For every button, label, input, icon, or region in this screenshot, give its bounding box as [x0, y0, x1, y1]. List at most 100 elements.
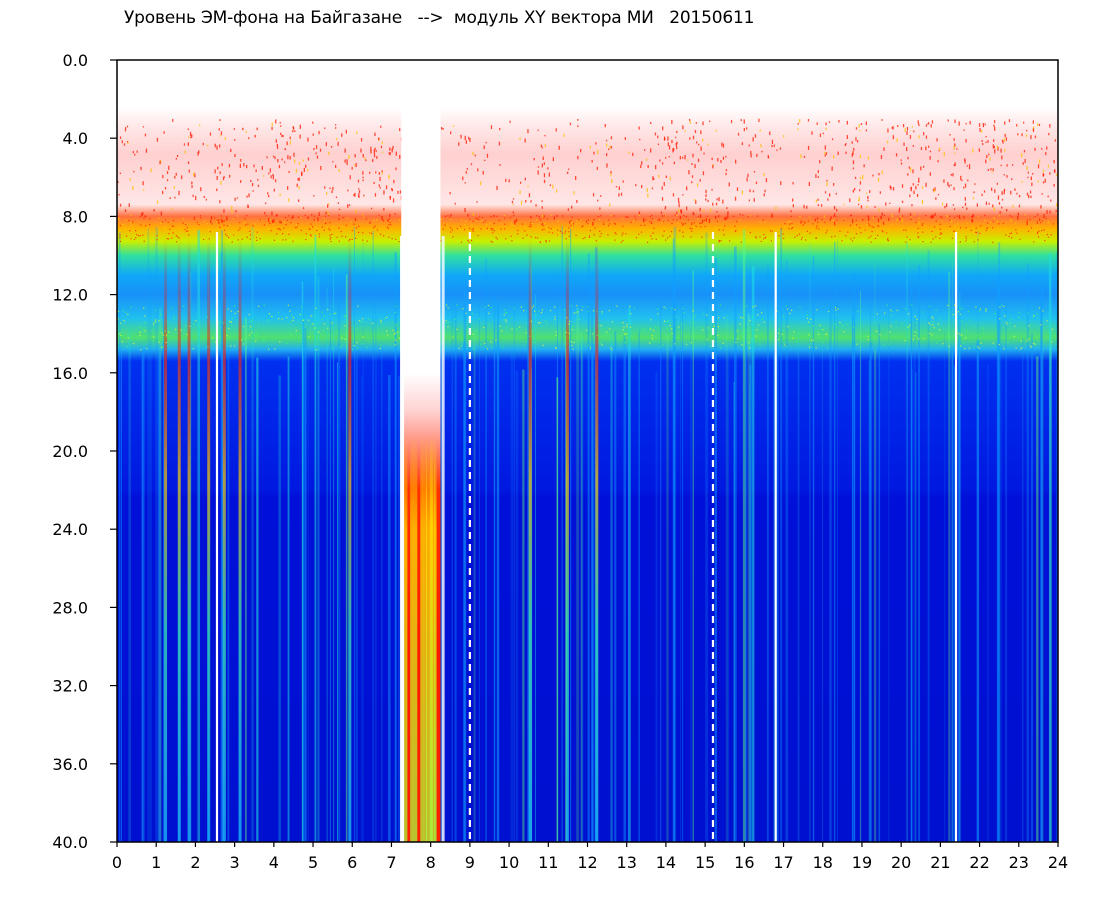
streak — [747, 313, 751, 842]
speckle — [556, 189, 558, 193]
speckle — [806, 314, 808, 316]
streak — [725, 314, 728, 842]
speckle — [271, 122, 273, 127]
speckle — [588, 236, 590, 238]
speckle — [653, 329, 655, 332]
speckle — [1003, 188, 1006, 191]
speckle — [317, 348, 319, 351]
speckle — [161, 332, 163, 334]
speckle — [588, 224, 591, 226]
streak — [918, 265, 920, 842]
speckle — [896, 138, 898, 143]
speckle — [664, 137, 666, 141]
speckle — [925, 182, 927, 187]
streak — [454, 296, 457, 842]
speckle — [356, 131, 358, 135]
speckle — [1030, 176, 1032, 181]
speckle — [321, 311, 323, 313]
speckle — [687, 159, 689, 161]
speckle — [378, 137, 380, 141]
speckle — [555, 128, 557, 132]
speckle — [572, 325, 574, 327]
speckle — [707, 327, 709, 329]
speckle — [864, 335, 866, 337]
speckle — [168, 331, 170, 333]
speckle — [661, 221, 663, 224]
speckle — [288, 233, 290, 235]
speckle — [531, 330, 533, 332]
speckle — [394, 311, 396, 313]
speckle — [609, 145, 611, 149]
speckle — [329, 313, 331, 315]
speckle — [615, 233, 617, 235]
speckle — [640, 164, 642, 169]
speckle — [809, 346, 811, 349]
speckle — [355, 237, 357, 239]
speckle — [233, 305, 236, 307]
speckle — [129, 178, 131, 181]
speckle — [174, 175, 176, 179]
speckle — [452, 125, 455, 127]
speckle — [666, 321, 669, 323]
speckle — [901, 215, 904, 217]
speckle — [292, 130, 294, 133]
speckle — [554, 306, 556, 308]
speckle — [328, 203, 330, 206]
speckle — [953, 138, 955, 141]
speckle — [846, 120, 848, 125]
speckle — [931, 334, 933, 336]
speckle — [571, 344, 573, 347]
streak — [355, 354, 358, 842]
speckle — [597, 199, 599, 202]
speckle — [527, 129, 529, 134]
speckle — [1001, 198, 1004, 201]
speckle — [828, 311, 830, 313]
speckle — [608, 219, 610, 221]
speckle — [287, 304, 289, 306]
speckle — [210, 220, 212, 223]
speckle — [193, 234, 195, 237]
streak — [473, 330, 476, 842]
speckle — [543, 215, 545, 218]
speckle — [922, 231, 924, 233]
speckle — [596, 166, 598, 170]
speckle — [324, 220, 326, 222]
speckle — [609, 328, 611, 330]
speckle — [831, 138, 834, 141]
speckle — [1001, 191, 1003, 195]
streak — [958, 307, 961, 842]
speckle — [355, 227, 358, 229]
speckle — [858, 124, 860, 128]
speckle — [700, 226, 702, 228]
speckle — [450, 232, 452, 234]
speckle — [337, 202, 339, 204]
speckle — [629, 230, 631, 232]
speckle — [280, 132, 282, 135]
speckle — [664, 320, 666, 322]
speckle — [347, 204, 349, 208]
speckle — [758, 118, 760, 122]
speckle — [673, 161, 675, 165]
speckle — [693, 226, 695, 228]
speckle — [649, 342, 651, 344]
speckle — [257, 184, 260, 187]
streak — [478, 299, 480, 842]
speckle — [315, 349, 317, 351]
speckle — [242, 326, 244, 328]
speckle — [319, 148, 322, 152]
speckle — [684, 130, 686, 132]
speckle — [381, 215, 383, 221]
y-tick-label: 16.0 — [52, 364, 88, 383]
speckle — [782, 233, 784, 235]
speckle — [272, 175, 274, 180]
speckle — [720, 240, 722, 242]
speckle — [513, 225, 515, 227]
speckle — [584, 237, 586, 239]
speckle — [741, 142, 743, 146]
speckle — [847, 323, 849, 325]
speckle — [1021, 347, 1023, 349]
speckle — [1034, 135, 1037, 139]
speckle — [1009, 233, 1011, 235]
speckle — [537, 224, 539, 226]
speckle — [925, 146, 927, 151]
